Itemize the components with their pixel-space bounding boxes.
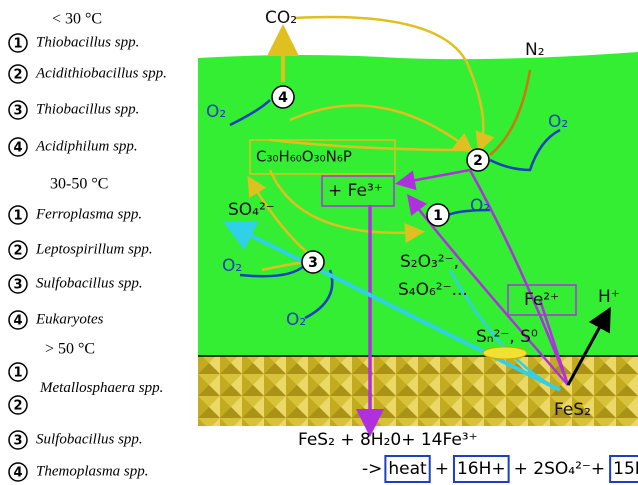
equation-term: + 2SO₄²⁻+ — [514, 459, 605, 479]
number: 4 — [13, 141, 22, 156]
mineral — [198, 356, 638, 426]
equation-arrow: -> — [362, 459, 382, 479]
number-circle — [8, 310, 28, 330]
organism: Sulfobacillus spp. — [36, 431, 143, 447]
group-title: 30-50 °C — [50, 176, 108, 193]
number-circle — [8, 240, 28, 260]
number: 1 — [13, 37, 22, 52]
organism: Acidiphilum spp. — [35, 138, 138, 154]
organism: Eukaryotes — [35, 311, 104, 327]
group-title: > 50 °C — [45, 341, 95, 358]
organism: Themoplasma spp. — [36, 463, 149, 479]
formula: Sₙ²⁻, S⁰ — [476, 327, 538, 347]
number-circle — [8, 100, 28, 120]
equation-term: 15Fe²⁺ — [613, 459, 638, 479]
number-circle — [8, 274, 28, 294]
number: 4 — [278, 90, 288, 106]
sulfur-layer — [482, 346, 528, 360]
equation-term: heat — [388, 459, 427, 479]
organism: Leptospirillum spp. — [35, 241, 153, 257]
formula: O₂ — [470, 196, 490, 216]
number: 1 — [433, 208, 443, 224]
formula: O₂ — [548, 112, 568, 132]
formula: N₂ — [525, 40, 545, 60]
formula: + Fe³⁺ — [328, 181, 383, 201]
formula: C₃₀H₆₀O₃₀N₆P — [256, 148, 352, 166]
fe2-box — [507, 284, 577, 316]
number-circle — [8, 362, 28, 382]
organism: Thiobacillus spp. — [36, 34, 139, 50]
number-circle — [301, 250, 325, 274]
number-circle — [271, 85, 295, 109]
number: 2 — [13, 68, 22, 83]
number-circle — [426, 203, 450, 227]
number: 2 — [473, 153, 483, 169]
number-circle — [8, 462, 28, 482]
group-title: < 30 °C — [52, 11, 102, 28]
equation-line: FeS₂ + 8H₂0+ 14Fe³⁺ — [298, 430, 478, 450]
organic-box — [249, 139, 396, 175]
formula: S₂O₃²⁻, — [400, 252, 459, 272]
term-box — [609, 455, 638, 483]
number: 1 — [13, 366, 22, 381]
organism: Thiobacillus spp. — [36, 101, 139, 117]
number: 3 — [13, 434, 22, 449]
number: 2 — [13, 244, 22, 259]
fe3-box — [321, 175, 395, 207]
formula: O₂ — [286, 310, 306, 330]
organism: Acidithiobacillus spp. — [35, 65, 167, 81]
number: 3 — [13, 278, 22, 293]
organism: Metallosphaera spp. — [39, 380, 163, 396]
number-circle — [8, 33, 28, 53]
equation-term: + — [435, 459, 449, 479]
number-circle — [8, 137, 28, 157]
number-circle — [8, 430, 28, 450]
number: 3 — [13, 104, 22, 119]
formula: O₂ — [222, 256, 242, 276]
organism: Ferroplasma spp. — [35, 206, 142, 222]
number-circle — [8, 395, 28, 415]
number: 1 — [13, 209, 22, 224]
number-circle — [466, 148, 490, 172]
number: 3 — [308, 255, 318, 271]
formula: O₂ — [206, 102, 226, 122]
number: 4 — [13, 314, 22, 329]
formula: CO₂ — [265, 8, 297, 28]
number-circle — [8, 64, 28, 84]
formula: H⁺ — [598, 287, 620, 307]
term-box — [452, 455, 510, 483]
organism: Sulfobacillus spp. — [36, 275, 143, 291]
number-circle — [8, 205, 28, 225]
formula: Fe²⁺ — [524, 290, 559, 310]
formula: SO₄²⁻ — [228, 200, 275, 220]
number: 2 — [13, 399, 22, 414]
formula: S₄O₆²⁻... — [398, 280, 468, 300]
number: 4 — [13, 466, 22, 481]
formula: FeS₂ — [554, 400, 591, 420]
equation-term: 16H+ — [457, 459, 506, 479]
term-box — [384, 455, 431, 483]
